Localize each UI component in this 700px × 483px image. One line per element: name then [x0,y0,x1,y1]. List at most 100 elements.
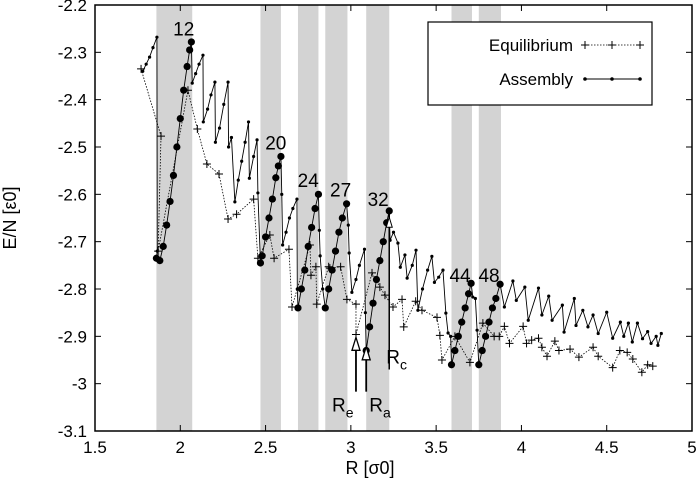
assembly-point [446,331,450,335]
assembly-point [213,140,218,144]
equilibrium-point [157,132,166,141]
legend-swatch-assembly [583,77,642,81]
peak-label: 20 [265,133,286,154]
assembly-point [317,228,321,232]
assembly-point [141,69,145,73]
assembly-point-large [372,275,381,284]
assembly-point [233,200,237,204]
assembly-point-large [458,318,466,326]
peak-label: 44 [449,266,471,287]
assembly-point [618,320,622,324]
assembly-point [295,197,299,201]
equilibrium-point [351,300,360,309]
assembly-point [649,341,653,346]
assembly-point [398,265,402,269]
equilibrium-point [495,332,504,341]
equilibrium-point [534,334,543,343]
assembly-point [321,287,325,291]
equilibrium-point [311,262,320,271]
assembly-point [654,334,658,338]
assembly-point-large [314,190,323,198]
assembly-point [572,296,576,301]
assembly-point [441,268,445,272]
equilibrium-point [437,356,446,364]
assembly-point-large [159,242,167,250]
assembly-point [144,62,148,66]
assembly-point [281,243,285,247]
assembly-point [213,80,217,84]
assembly-point [236,178,240,182]
equilibrium-point [202,160,211,169]
assembly-point [346,223,350,227]
assembly-point-large [272,174,280,182]
assembly-point-large [180,86,188,94]
y-tick-label: -2.6 [58,185,87,204]
shaded-band [297,5,319,431]
equilibrium-point [215,169,224,178]
assembly-point [475,328,479,332]
assembly-point-large [369,299,377,307]
assembly-point [396,241,400,245]
assembly-point [514,298,518,302]
y-tick-label: -2.3 [58,43,87,62]
rc-marker-triangle [385,215,393,228]
assembly-point [240,159,244,163]
equilibrium-point [537,343,546,352]
assembly-point [318,254,322,258]
assembly-point [414,248,418,252]
assembly-point [357,263,361,267]
assembly-point-large [156,257,164,265]
assembly-point [540,313,544,317]
assembly-point [403,253,407,257]
y-tick-label: -2.7 [58,233,87,252]
assembly-point-large [301,266,309,274]
y-tick-label: -2.2 [58,0,87,15]
equilibrium-point [435,331,444,340]
assembly-point [155,249,159,253]
y-tick-label: -2.8 [58,280,87,299]
series-assembly [141,35,663,369]
assembly-point-large [496,280,504,288]
x-tick-label: 2.5 [254,438,278,457]
assembly-point-large [485,318,493,326]
shaded-band [451,5,472,431]
assembly-point-large [311,204,319,213]
assembly-point-large [342,200,351,208]
y-tick-label: -2.5 [58,138,87,157]
assembly-point [226,80,230,84]
assembly-point-large [294,304,302,312]
assembly-point [536,286,541,290]
equilibrium-point [380,291,389,300]
assembly-point [550,318,554,322]
assembly-point [416,308,420,312]
equilibrium-point [375,283,384,292]
equilibrium-point [249,195,258,204]
equilibrium-point [574,353,583,362]
assembly-point-large [328,266,336,274]
assembly-point [449,334,453,338]
assembly-point [229,135,234,140]
peak-label: 48 [478,266,499,287]
assembly-point-large [277,152,285,161]
equilibrium-point [543,352,552,361]
assembly-point-large [321,304,329,312]
equilibrium-point [342,295,351,304]
assembly-point [246,120,251,124]
shaded-bands [156,5,501,431]
assembly-point [217,126,222,130]
assembly-point [471,295,475,299]
assembly-point [605,310,609,314]
assembly-point-large [492,294,500,303]
y-axis-ticks: -2.2 -2.3 -2.4 -2.5 -2.6 -2.7 -2.8 -2.9 -3 -3.1 [58,0,692,441]
x-tick-label: 5 [687,438,696,457]
peak-labels: 12 20 24 27 32 44 48 [173,20,499,287]
assembly-point [560,303,564,307]
equilibrium-point [505,339,514,348]
equilibrium-point [284,245,293,254]
assembly-point [284,230,288,234]
peak-label: 12 [173,20,194,41]
equilibrium-point [432,313,441,322]
assembly-point [197,62,201,66]
